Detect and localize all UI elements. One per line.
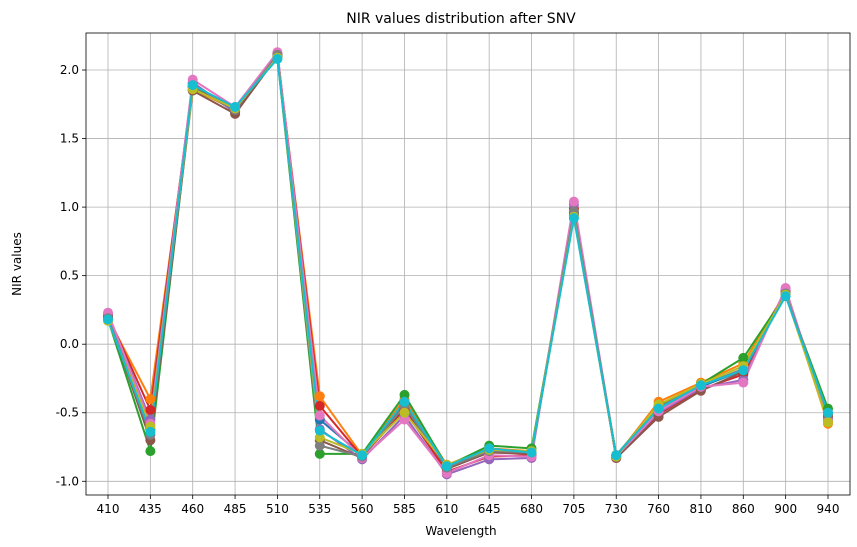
- data-point: [145, 394, 156, 404]
- x-tick-label: 810: [689, 502, 712, 516]
- x-tick-label: 460: [181, 502, 204, 516]
- x-tick-label: 435: [139, 502, 162, 516]
- data-point: [399, 407, 410, 418]
- x-tick-label: 730: [605, 502, 628, 516]
- x-tick-label: 610: [435, 502, 458, 516]
- y-tick-label: 1.5: [60, 132, 79, 146]
- series-markers: [103, 47, 833, 480]
- y-tick-label: -0.5: [56, 406, 79, 420]
- data-point: [145, 426, 156, 437]
- data-point: [738, 377, 749, 388]
- series-line: [107, 55, 829, 466]
- data-point: [230, 102, 241, 112]
- series-line: [107, 56, 829, 468]
- data-point: [738, 352, 749, 363]
- y-axis-ticks: -1.0 -0.5 0.0 0.5 1.0 1.5 2.0: [56, 63, 86, 488]
- x-axis-ticks: 410 435 460 485 510 535 560 585 610 645 680 705 730 7…: [97, 495, 840, 516]
- y-tick-label: -1.0: [56, 474, 79, 488]
- y-tick-label: 1.0: [60, 200, 79, 214]
- data-point: [314, 410, 325, 421]
- data-point: [314, 425, 325, 436]
- data-point: [441, 461, 452, 472]
- data-point: [823, 417, 833, 428]
- data-point: [611, 450, 622, 461]
- x-tick-label: 680: [520, 502, 543, 516]
- data-point: [187, 80, 198, 91]
- series-line: [107, 51, 829, 475]
- y-tick-label: 0.0: [60, 337, 79, 351]
- series-line: [107, 53, 829, 469]
- data-point: [399, 414, 410, 425]
- y-tick-label: 0.5: [60, 269, 79, 283]
- data-point: [145, 446, 156, 457]
- x-tick-label: 900: [774, 502, 797, 516]
- data-point: [314, 440, 325, 451]
- data-point: [484, 443, 495, 454]
- data-point: [399, 389, 410, 400]
- series-line: [107, 55, 829, 470]
- x-tick-label: 485: [224, 502, 247, 516]
- series-line: [107, 52, 829, 473]
- data-point: [695, 380, 706, 391]
- x-axis-label: Wavelength: [425, 524, 496, 538]
- data-point: [103, 314, 113, 325]
- data-point: [526, 447, 537, 458]
- x-tick-label: 560: [351, 502, 374, 516]
- data-point: [314, 448, 325, 459]
- series-line: [107, 52, 829, 476]
- grid-lines: [86, 33, 850, 495]
- series-line: [107, 58, 829, 468]
- data-point: [738, 365, 749, 376]
- chart-title: NIR values distribution after SNV: [346, 11, 576, 27]
- x-tick-label: 645: [478, 502, 501, 516]
- series-line: [107, 53, 829, 469]
- x-tick-label: 535: [308, 502, 331, 516]
- data-point: [653, 403, 664, 414]
- x-tick-label: 410: [97, 502, 120, 516]
- data-point: [780, 291, 791, 302]
- data-point: [823, 407, 833, 418]
- data-point: [314, 391, 325, 402]
- data-point: [314, 400, 325, 411]
- data-point: [145, 405, 156, 415]
- x-tick-label: 860: [732, 502, 755, 516]
- plot-area-frame: [85, 32, 851, 496]
- x-tick-label: 585: [393, 502, 416, 516]
- data-point: [568, 196, 579, 207]
- y-axis-label: NIR values: [10, 232, 24, 296]
- x-tick-label: 760: [647, 502, 670, 516]
- data-point: [357, 450, 368, 461]
- data-point: [568, 213, 579, 224]
- x-tick-label: 510: [266, 502, 289, 516]
- y-tick-label: 2.0: [60, 63, 79, 77]
- x-tick-label: 705: [562, 502, 585, 516]
- series-lines: [107, 51, 829, 476]
- series-line: [107, 56, 829, 466]
- x-tick-label: 940: [817, 502, 840, 516]
- data-point: [272, 54, 283, 64]
- data-point: [399, 396, 410, 407]
